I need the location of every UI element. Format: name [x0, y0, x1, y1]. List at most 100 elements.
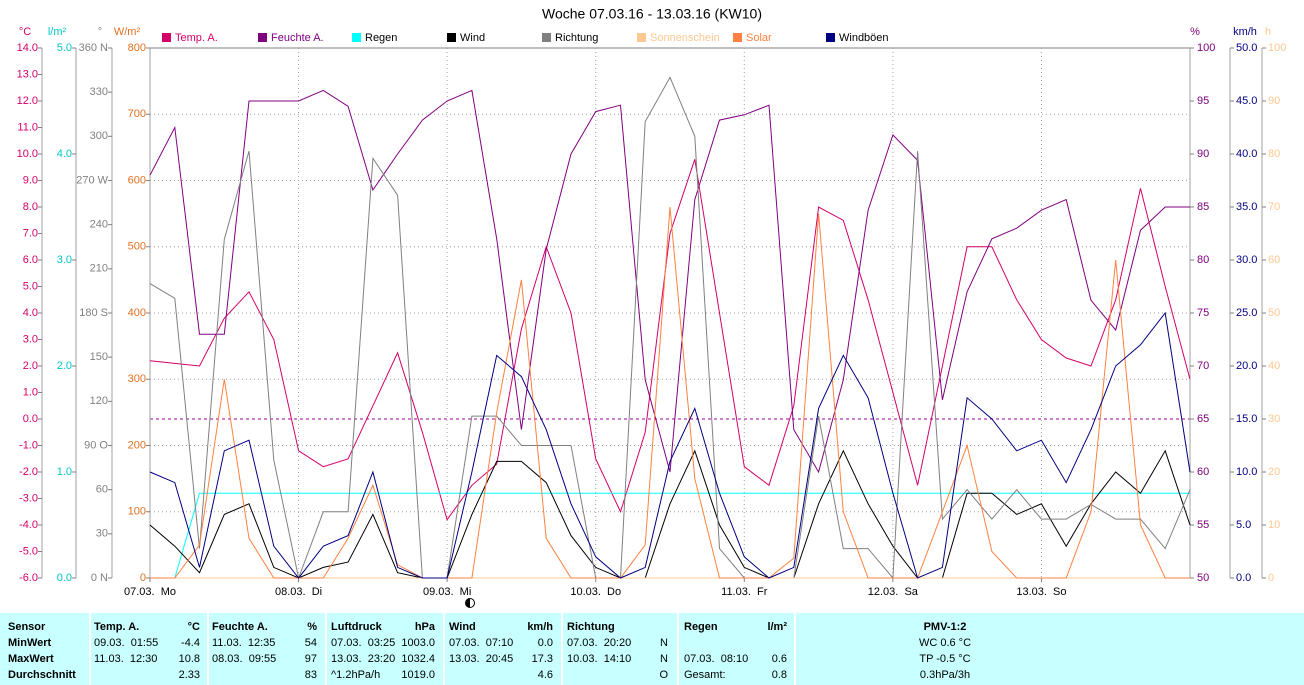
- y-tick-label: 10.0: [1236, 466, 1257, 478]
- legend-label: Feuchte A.: [271, 32, 324, 44]
- y-tick-label: 10.0: [17, 148, 38, 160]
- table-cell: 54: [305, 637, 317, 649]
- y-tick-label: 0: [140, 572, 146, 584]
- axis-unit: W/m²: [114, 26, 141, 38]
- y-tick-label: -4.0: [19, 519, 38, 531]
- y-tick-label: 70: [1197, 360, 1209, 372]
- legend-swatch: [447, 33, 456, 42]
- y-tick-label: -2.0: [19, 466, 38, 478]
- y-tick-label: 20: [1268, 466, 1280, 478]
- x-tick-label: 12.03. Sa: [868, 586, 919, 598]
- y-tick-label: 90: [1197, 148, 1209, 160]
- legend-swatch: [162, 33, 171, 42]
- table-cell: 10.03. 14:10: [567, 653, 631, 665]
- y-tick-label: 100: [1268, 42, 1286, 54]
- table-cell: 07.03. 03:25: [331, 637, 395, 649]
- series-line: [149, 449, 1191, 579]
- table-cell: 11.03. 12:30: [94, 653, 157, 665]
- y-tick-label: 0 N: [91, 572, 108, 584]
- legend-label: Temp. A.: [175, 32, 218, 44]
- y-tick-label: 700: [128, 108, 146, 120]
- y-tick-label: 13.0: [17, 68, 38, 80]
- y-tick-label: 800: [128, 42, 146, 54]
- legend-label: Sonnenschein: [650, 32, 720, 44]
- legend-swatch: [733, 33, 742, 42]
- y-tick-label: 4.0: [23, 307, 38, 319]
- y-tick-label: 210: [90, 263, 108, 275]
- table-cell: 0.3hPa/3h: [920, 669, 970, 681]
- y-tick-label: 2.0: [23, 360, 38, 372]
- y-tick-label: 50.0: [1236, 42, 1257, 54]
- y-tick-label: 30: [96, 528, 108, 540]
- table-cell: °C: [188, 621, 200, 633]
- table-cell: 07.03. 07:10: [449, 637, 513, 649]
- x-tick-label: 11.03. Fr: [721, 586, 768, 598]
- y-tick-label: 150: [90, 351, 108, 363]
- y-tick-label: 70: [1268, 201, 1280, 213]
- y-tick-label: 0.0: [57, 572, 72, 584]
- y-tick-label: 4.0: [57, 148, 72, 160]
- y-tick-label: 80: [1197, 254, 1209, 266]
- series-line: [150, 206, 1190, 579]
- table-cell: Gesamt:: [684, 669, 726, 681]
- table-cell: PMV-1:2: [924, 621, 967, 633]
- y-tick-label: 3.0: [57, 254, 72, 266]
- y-tick-label: 35.0: [1236, 201, 1257, 213]
- y-tick-label: 50: [1197, 572, 1209, 584]
- x-tick-label: 13.03. So: [1016, 586, 1066, 598]
- table-cell: Durchschnitt: [8, 669, 76, 681]
- table-cell: 13.03. 20:45: [449, 653, 513, 665]
- y-tick-label: 5.0: [1236, 519, 1251, 531]
- y-tick-label: 40.0: [1236, 148, 1257, 160]
- x-tick-label: 09.03. Mi: [423, 586, 471, 598]
- series-line: [150, 492, 1190, 579]
- y-tick-label: -3.0: [19, 492, 38, 504]
- y-tick-label: 45.0: [1236, 95, 1257, 107]
- table-cell: Sensor: [8, 621, 46, 633]
- y-tick-label: 200: [128, 439, 146, 451]
- y-tick-label: 100: [1197, 42, 1215, 54]
- table-cell: 2.33: [179, 669, 200, 681]
- table-cell: Luftdruck: [331, 621, 383, 633]
- table-cell: 0.6: [772, 653, 787, 665]
- y-tick-label: 75: [1197, 307, 1209, 319]
- y-tick-label: 20.0: [1236, 360, 1257, 372]
- table-cell: 09.03. 01:55: [94, 637, 158, 649]
- y-tick-label: 11.0: [17, 121, 38, 133]
- y-tick-label: 65: [1197, 413, 1209, 425]
- y-tick-label: 120: [90, 395, 108, 407]
- y-tick-label: 0.0: [1236, 572, 1251, 584]
- table-cell: O: [659, 669, 668, 681]
- table-cell: TP -0.5 °C: [919, 653, 970, 665]
- table-background: [0, 613, 1304, 685]
- legend-swatch: [637, 33, 646, 42]
- y-tick-label: 5.0: [23, 280, 38, 292]
- y-tick-label: 600: [128, 174, 146, 186]
- table-cell: 97: [305, 653, 317, 665]
- table-cell: 07.03. 20:20: [567, 637, 631, 649]
- y-tick-label: 60: [96, 484, 108, 496]
- y-tick-label: -1.0: [19, 439, 38, 451]
- y-tick-label: 330: [90, 86, 108, 98]
- table-cell: 08.03. 09:55: [212, 653, 276, 665]
- table-cell: MinWert: [8, 637, 52, 649]
- table-cell: 17.3: [532, 653, 553, 665]
- y-tick-label: 270 W: [76, 174, 108, 186]
- y-tick-label: 30.0: [1236, 254, 1257, 266]
- table-cell: 0.0: [538, 637, 553, 649]
- table-cell: Richtung: [567, 621, 615, 633]
- table-cell: MaxWert: [8, 653, 54, 665]
- axis-unit: °: [98, 26, 102, 38]
- legend-swatch: [352, 33, 361, 42]
- x-tick-label: 08.03. Di: [275, 586, 322, 598]
- legend-label: Richtung: [555, 32, 598, 44]
- table-cell: 4.6: [538, 669, 553, 681]
- table-cell: 13.03. 23:20: [331, 653, 395, 665]
- y-tick-label: 6.0: [23, 254, 38, 266]
- y-tick-label: 500: [128, 241, 146, 253]
- moon-icon: [465, 598, 475, 608]
- y-tick-label: 0.0: [23, 413, 38, 425]
- y-tick-label: 30: [1268, 413, 1280, 425]
- x-tick-label: 10.03. Do: [570, 586, 621, 598]
- y-tick-label: 180 S: [79, 307, 108, 319]
